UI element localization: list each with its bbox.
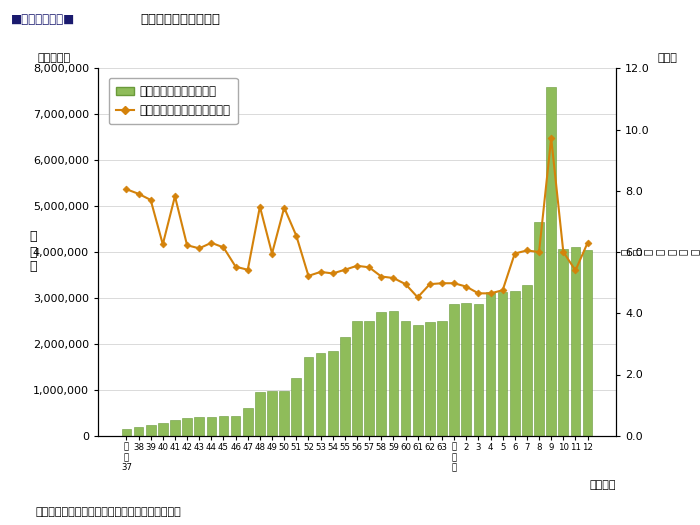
Bar — [291, 377, 301, 436]
Bar — [316, 353, 326, 436]
Legend: 防災関係予算合計予算額, 防災関係予算合計対一般会計: 防災関係予算合計予算額, 防災関係予算合計対一般会計 — [109, 78, 238, 124]
Bar — [206, 417, 216, 436]
Bar — [340, 337, 350, 436]
Bar — [449, 304, 459, 436]
Text: （百万円）: （百万円） — [37, 52, 71, 63]
Bar — [522, 285, 532, 436]
Bar — [486, 292, 496, 436]
Bar — [473, 303, 483, 436]
Bar — [170, 419, 180, 436]
Bar — [122, 429, 132, 436]
Bar — [461, 303, 471, 436]
Text: ■図２－３－２■: ■図２－３－２■ — [10, 13, 75, 26]
Bar — [255, 392, 265, 436]
Bar — [243, 408, 253, 436]
Bar — [413, 324, 423, 436]
Bar — [400, 321, 410, 436]
Bar — [352, 321, 362, 436]
Bar — [146, 425, 155, 436]
Bar — [279, 392, 289, 436]
Bar — [582, 250, 592, 436]
Bar — [546, 87, 556, 436]
Text: （注）各省庁資料を基に，内閣府において作成。: （注）各省庁資料を基に，内閣府において作成。 — [35, 507, 181, 517]
Bar — [389, 311, 398, 436]
Bar — [231, 416, 241, 436]
Bar — [377, 312, 386, 436]
Text: 防災関係予算額の推移: 防災関係予算額の推移 — [140, 13, 220, 26]
Bar — [559, 249, 568, 436]
Bar — [267, 392, 277, 436]
Y-axis label: 一
般
会
計
予
算
に
占
め
る
割
合: 一 般 会 計 予 算 に 占 め る 割 合 — [620, 249, 700, 255]
Bar — [328, 351, 337, 436]
Bar — [510, 291, 519, 436]
Bar — [182, 418, 192, 436]
Bar — [304, 357, 314, 436]
Bar — [158, 423, 168, 436]
Bar — [195, 417, 204, 436]
Bar — [364, 321, 374, 436]
Bar — [534, 222, 544, 436]
Text: （年度）: （年度） — [589, 480, 616, 490]
Bar — [134, 427, 143, 436]
Bar — [437, 321, 447, 436]
Bar — [570, 247, 580, 436]
Bar — [218, 416, 228, 436]
Bar — [425, 322, 435, 436]
Text: （％）: （％） — [658, 52, 678, 63]
Text: 予
算
額: 予 算 額 — [29, 230, 37, 274]
Bar — [498, 291, 508, 436]
